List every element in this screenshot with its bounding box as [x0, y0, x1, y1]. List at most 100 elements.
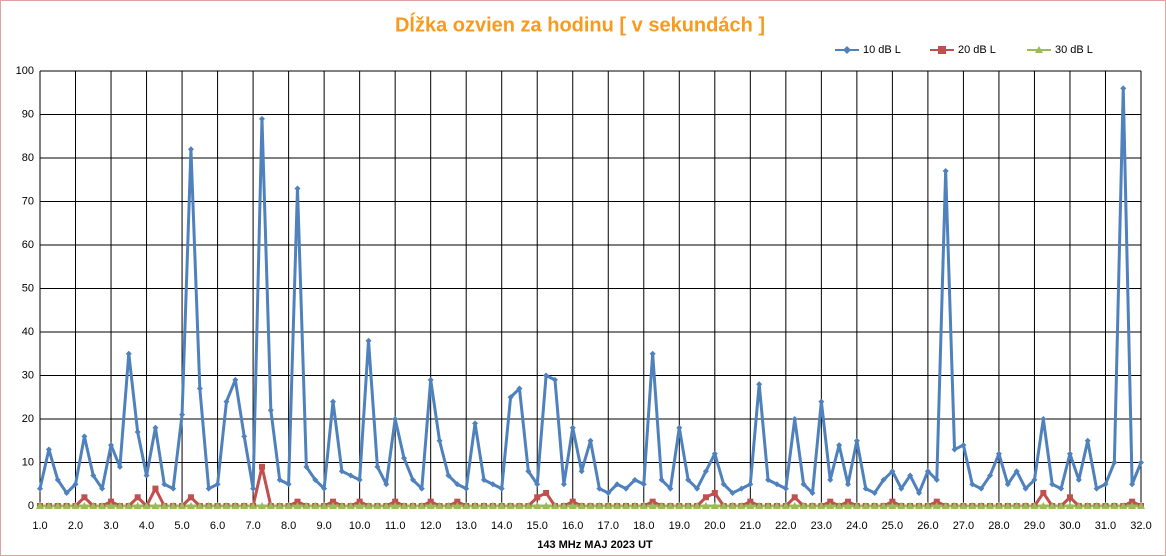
data-point: [1012, 502, 1021, 509]
data-point: [1030, 502, 1039, 509]
data-point: [408, 502, 417, 509]
data-point: [152, 485, 159, 492]
data-point: [755, 502, 764, 509]
data-point: [329, 502, 338, 509]
data-point: [569, 498, 576, 505]
data-point: [1128, 502, 1137, 509]
data-point: [124, 502, 133, 509]
data-point: [374, 463, 381, 470]
x-tick-label: 6.0: [210, 520, 225, 532]
data-point: [249, 502, 258, 509]
legend-label: 30 dB L: [1055, 44, 1093, 56]
data-point: [480, 476, 487, 483]
data-point: [285, 481, 292, 488]
x-axis-label: 143 MHz MAJ 2023 UT: [537, 539, 653, 551]
data-point: [45, 446, 52, 453]
x-tick-label: 30.0: [1059, 520, 1080, 532]
data-point: [409, 476, 416, 483]
data-point: [978, 485, 985, 492]
data-point: [418, 485, 425, 492]
data-point: [364, 502, 373, 509]
data-point: [108, 498, 115, 505]
data-point: [294, 185, 301, 192]
data-point: [596, 485, 603, 492]
y-tick-label: 60: [22, 239, 34, 251]
data-point: [711, 489, 718, 496]
data-point: [534, 481, 541, 488]
data-point: [161, 481, 168, 488]
legend-marker: [938, 46, 946, 54]
data-point: [275, 502, 284, 509]
data-point: [204, 502, 213, 509]
data-point: [977, 502, 986, 509]
data-point: [36, 502, 44, 509]
data-point: [223, 398, 230, 405]
data-point: [843, 502, 852, 509]
data-point: [187, 494, 194, 501]
data-point: [826, 502, 835, 509]
data-point: [187, 146, 194, 153]
data-point: [649, 350, 656, 357]
data-point: [72, 481, 79, 488]
data-point: [81, 494, 88, 501]
data-point: [53, 502, 62, 509]
data-point: [719, 502, 728, 509]
data-point: [623, 485, 630, 492]
data-point: [497, 502, 506, 509]
x-tick-label: 22.0: [775, 520, 796, 532]
data-point: [550, 502, 559, 509]
data-point: [693, 502, 702, 509]
data-point: [907, 472, 914, 479]
data-point: [747, 498, 754, 505]
data-point: [817, 502, 826, 509]
data-point: [836, 442, 843, 449]
x-tick-label: 17.0: [598, 520, 619, 532]
data-point: [667, 485, 674, 492]
data-point: [444, 502, 453, 509]
y-tick-label: 90: [22, 108, 34, 120]
data-point: [134, 494, 141, 501]
data-point: [995, 450, 1002, 457]
data-point: [1119, 502, 1128, 509]
legend-label: 20 dB L: [958, 44, 996, 56]
data-point: [1066, 494, 1073, 501]
data-point: [613, 502, 622, 509]
data-point: [844, 498, 851, 505]
data-point: [115, 502, 124, 509]
data-point: [543, 372, 550, 379]
data-point: [196, 385, 203, 392]
data-point: [1022, 485, 1029, 492]
x-tick-label: 26.0: [917, 520, 938, 532]
y-tick-label: 40: [22, 326, 34, 338]
data-point: [764, 502, 773, 509]
data-point: [337, 502, 346, 509]
data-point: [676, 424, 683, 431]
data-point: [213, 502, 222, 509]
data-point: [170, 485, 177, 492]
data-point: [160, 502, 169, 509]
data-point: [808, 502, 817, 509]
data-point: [543, 489, 550, 496]
data-point: [152, 424, 159, 431]
data-point: [648, 502, 657, 509]
x-tick-label: 14.0: [491, 520, 512, 532]
data-point: [1083, 502, 1092, 509]
data-point: [471, 502, 480, 509]
data-point: [960, 442, 967, 449]
data-point: [472, 420, 479, 427]
data-point: [560, 481, 567, 488]
data-point: [356, 476, 363, 483]
data-point: [489, 481, 496, 488]
data-point: [417, 502, 426, 509]
data-point: [454, 498, 461, 505]
data-point: [924, 468, 931, 475]
data-point: [1111, 459, 1118, 466]
data-point: [453, 502, 462, 509]
data-point: [524, 502, 533, 509]
data-point: [37, 485, 43, 492]
data-point: [169, 502, 178, 509]
data-point: [107, 502, 116, 509]
data-point: [392, 416, 399, 422]
data-point: [400, 502, 409, 509]
